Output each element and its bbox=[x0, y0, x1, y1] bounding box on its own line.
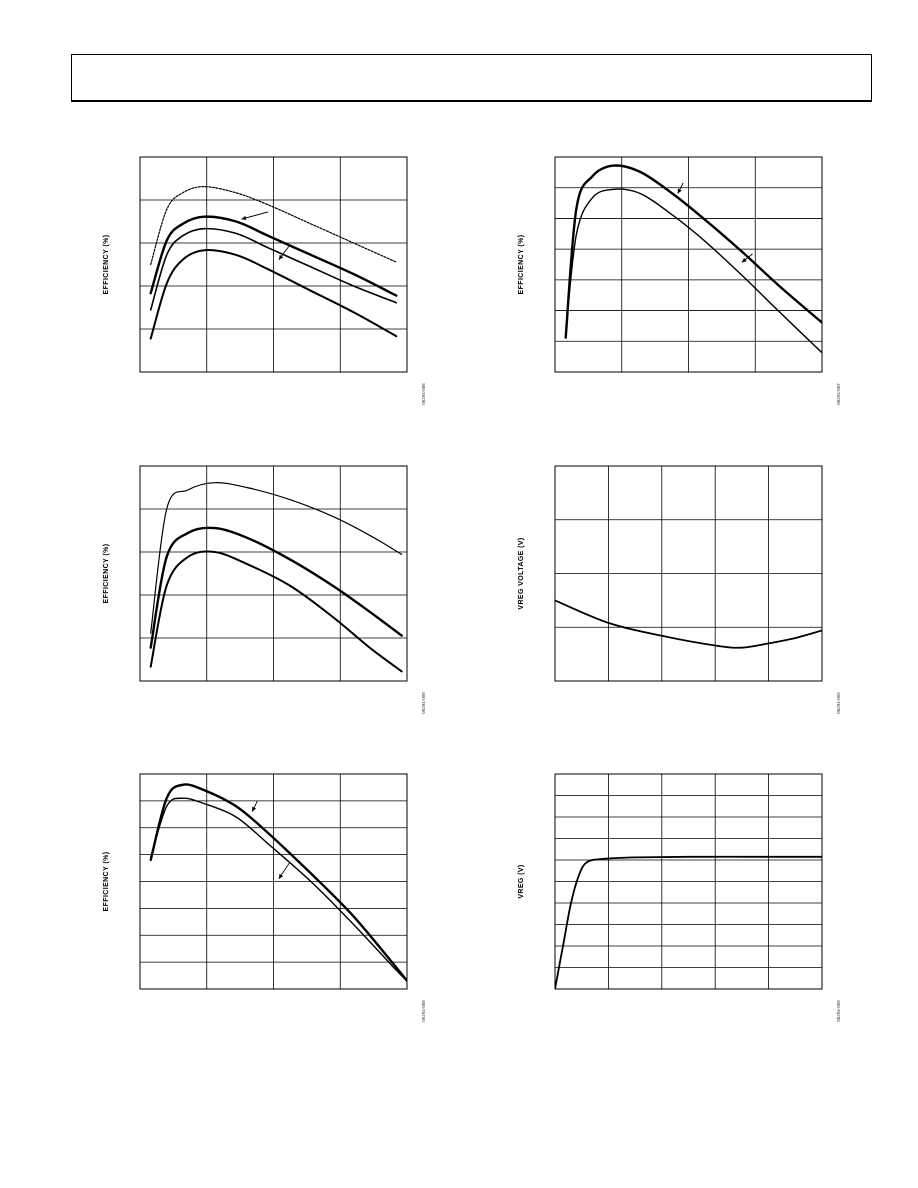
chart-panel-5: EFFICIENCY (%) 06294-008 bbox=[100, 767, 426, 1037]
chart-panel-3: EFFICIENCY (%) 06294-008 bbox=[100, 459, 426, 729]
chart-panel-1: EFFICIENCY (%) 06294-006 bbox=[100, 150, 426, 420]
series-line-2 bbox=[149, 526, 403, 649]
chart-svg: EFFICIENCY (%) 06294-008 bbox=[103, 465, 426, 714]
series-line-3 bbox=[149, 550, 403, 673]
series-line-2 bbox=[565, 188, 822, 354]
figure-code: 06294-009 bbox=[836, 692, 841, 714]
chart-svg: EFFICIENCY (%) 06294-008 bbox=[103, 773, 426, 1022]
chart-svg: VREG (V) 06294-009 bbox=[518, 773, 841, 1022]
figure-code: 06294-008 bbox=[421, 692, 426, 714]
series-line-1 bbox=[555, 599, 822, 649]
y-axis-label: VREG (V) bbox=[518, 864, 525, 898]
page-header-frame bbox=[71, 54, 872, 102]
annotation-arrow-head bbox=[677, 188, 682, 194]
plot-frame bbox=[139, 773, 408, 990]
annotation-arrow-head bbox=[741, 257, 747, 263]
y-axis-label: VREG VOLTAGE (V) bbox=[518, 537, 525, 609]
series-line-1 bbox=[150, 186, 397, 266]
chart-svg: EFFICIENCY (%) 06294-007 bbox=[518, 156, 841, 405]
annotation-arrow-line bbox=[241, 211, 269, 220]
series-line-2 bbox=[149, 215, 398, 297]
series-line-1 bbox=[564, 164, 822, 339]
plot-frame bbox=[554, 465, 823, 682]
figure-code: 06294-009 bbox=[836, 1000, 841, 1022]
chart-panel-6: VREG (V) 06294-009 bbox=[515, 767, 841, 1037]
annotation-arrow-head bbox=[241, 215, 247, 221]
series-line-3 bbox=[149, 227, 398, 311]
series-line-1 bbox=[150, 482, 403, 634]
series-line-2 bbox=[150, 797, 407, 982]
plot-frame bbox=[554, 156, 823, 373]
y-axis-label: EFFICIENCY (%) bbox=[103, 235, 110, 295]
chart-panel-4: VREG VOLTAGE (V) 06294-009 bbox=[515, 459, 841, 729]
annotation-arrow-head bbox=[278, 873, 284, 879]
y-axis-label: EFFICIENCY (%) bbox=[518, 235, 525, 295]
plot-frame bbox=[139, 465, 408, 682]
y-axis-label: EFFICIENCY (%) bbox=[103, 544, 110, 604]
figure-code: 06294-007 bbox=[836, 383, 841, 405]
plot-frame bbox=[139, 156, 408, 373]
figure-code: 06294-008 bbox=[421, 1000, 426, 1022]
annotation-arrow-head bbox=[278, 254, 284, 260]
chart-panel-2: EFFICIENCY (%) 06294-007 bbox=[515, 150, 841, 420]
plot-frame bbox=[554, 773, 823, 990]
chart-svg: EFFICIENCY (%) 06294-006 bbox=[103, 156, 426, 405]
series-line-1 bbox=[555, 855, 822, 989]
series-line-1 bbox=[149, 783, 407, 983]
chart-svg: VREG VOLTAGE (V) 06294-009 bbox=[518, 465, 841, 714]
figure-code: 06294-006 bbox=[421, 383, 426, 405]
y-axis-label: EFFICIENCY (%) bbox=[103, 852, 110, 912]
series-line-4 bbox=[149, 249, 398, 340]
annotation-arrow-head bbox=[252, 806, 257, 812]
